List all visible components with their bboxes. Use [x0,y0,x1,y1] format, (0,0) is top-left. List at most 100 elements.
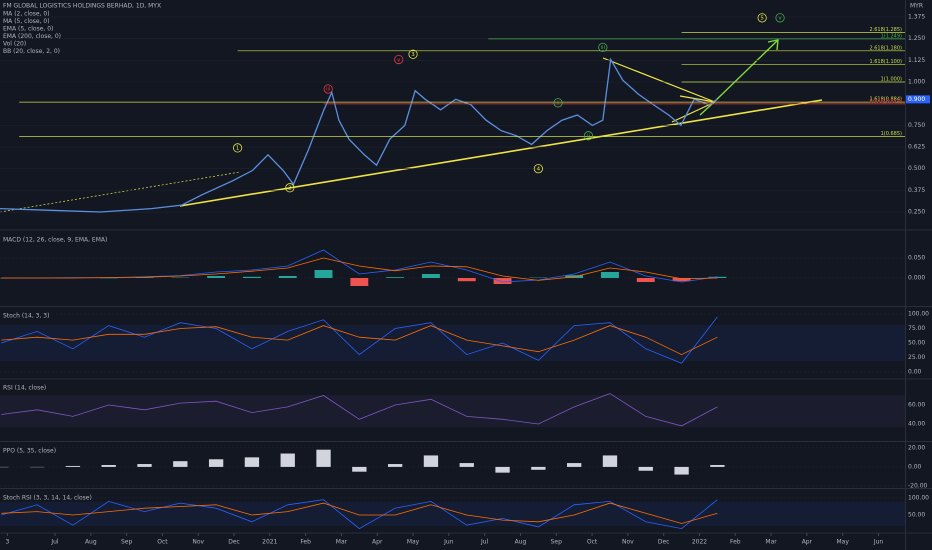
bar [101,465,116,467]
x-tick-label: Jun [873,539,884,546]
x-tick-label: May [836,539,849,546]
x-tick-label: Dec [658,539,670,546]
x-tick-label: Aug [515,539,527,546]
histogram-bar [457,278,476,282]
x-tick-label: Oct [157,539,168,546]
bar [173,461,188,467]
pane-title: PPO (5, 35, close) [3,448,56,455]
wave-label: v [778,16,782,22]
x-tick-label: 2021 [262,539,277,546]
line-series [1,393,718,427]
x-tick-label: Mar [765,539,777,546]
line-series [1,316,718,364]
wave-marker [775,13,785,23]
bar [65,465,81,467]
histogram-bar [672,278,691,282]
legend-entry: EMA (5, close, 0) [3,26,53,33]
pane-title: RSI (14, close) [3,385,46,392]
y-tick-label: 0.500 [908,165,925,172]
bar [387,464,403,467]
wave-marker [598,42,608,52]
wave-marker [285,183,295,193]
bar [352,466,367,472]
y-tick-label: 0.000 [908,275,925,282]
histogram-bar [493,278,512,284]
bar [137,464,152,467]
fib-label: 1(0.685) [881,131,902,137]
wave-label: 2 [288,186,292,192]
fib-label: 2.618(1.180) [869,45,902,51]
x-tick-label: Jun [443,539,454,546]
bar [531,466,546,470]
rsi-band [0,395,905,427]
bar [280,453,295,467]
x-tick-label: Dec [228,539,240,546]
legend-entry: MA (2, close, 0) [3,11,50,18]
x-tick-label: Apr [802,539,813,546]
x-tick-label: Mar [336,539,348,546]
x-tick-label: 3 [5,539,9,546]
x-tick-label: Jul [50,539,59,546]
histogram-bar [242,276,261,278]
wave-label: iii [601,45,606,51]
bar [495,466,510,473]
histogram-bar [314,270,333,278]
x-tick-label: Feb [730,539,741,546]
y-tick-label: 1.000 [908,79,925,86]
x-tick-label: Nov [622,539,634,546]
y-tick-label: 0.750 [908,122,925,129]
wave-label: 1 [236,146,240,152]
y-tick-label: 50.00 [908,340,925,347]
x-tick-label: Apr [372,539,383,546]
x-tick-label: May [407,539,420,546]
last-price-tag [906,95,930,104]
histogram-bar [278,276,297,278]
wave-label: v [397,57,401,63]
wave-marker [408,49,418,59]
bar [602,455,618,467]
wave-label: i [557,101,559,107]
bar [208,459,224,467]
x-tick-label: Sep [121,539,133,546]
y-tick-label: 0.00 [908,463,922,470]
x-tick-label: Feb [300,539,311,546]
y-tick-label: 25.00 [908,354,925,361]
wave-marker [233,143,243,153]
wave-label: iii [326,87,331,93]
y-tick-label: 0.375 [908,187,925,194]
bar [459,463,474,467]
y-tick-label: 0.00 [908,369,922,376]
y-tick-label: 100.00 [908,494,929,501]
legend-entry: BB (20, close, 2, 0) [3,48,60,55]
wave-label: 4 [537,167,541,173]
y-tick-label: 40.00 [908,421,925,428]
wave-label: 5 [760,16,764,22]
y-tick-label: 1.125 [908,57,925,64]
y-tick-label: 50.00 [908,511,925,518]
wave-marker [533,164,543,174]
y-tick-label: 0.050 [908,255,925,262]
histogram-bar [350,278,369,286]
bar [638,466,653,471]
legend-entry: EMA (200, close, 0) [3,33,61,40]
y-tick-label: 0.625 [908,144,925,151]
wave-marker [553,98,563,108]
last-price-label: 0.900 [908,96,925,103]
x-tick-label: Oct [587,539,598,546]
pane-title: Stoch (14, 3, 3) [3,313,49,320]
bar [567,463,582,467]
x-tick-label: Nov [192,539,204,546]
wave-marker [323,84,333,94]
x-tick-label: Sep [551,539,563,546]
y-tick-label: -20.00 [908,483,928,490]
fib-label: 0.618(0.874) [869,98,902,104]
y-axis-label: MYR [910,3,923,10]
y-tick-label: 75.00 [908,325,925,332]
y-tick-label: 1.375 [908,13,925,20]
bar [710,465,725,467]
histogram-bar [601,272,619,278]
line-series [1,325,718,356]
fib-label: 1(1.000) [881,77,902,83]
y-tick-label: 100.00 [908,310,929,317]
